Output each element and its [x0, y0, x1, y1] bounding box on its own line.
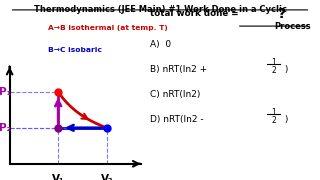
Text: Process: Process — [274, 22, 310, 31]
Text: D) nRT(ln2 -: D) nRT(ln2 - — [150, 115, 207, 124]
Text: C) nRT(ln2): C) nRT(ln2) — [150, 90, 201, 99]
Text: 1: 1 — [271, 108, 276, 117]
Text: Thermodynamics (JEE Main) #1 Work Done in a Cyclic: Thermodynamics (JEE Main) #1 Work Done i… — [34, 5, 286, 14]
Text: C→A isochoric: C→A isochoric — [48, 68, 107, 74]
Text: B) nRT(ln2 +: B) nRT(ln2 + — [150, 65, 211, 74]
Text: P₁: P₁ — [0, 87, 11, 97]
Text: B→C isobaric: B→C isobaric — [48, 47, 102, 53]
Text: A)  0: A) 0 — [150, 40, 172, 49]
Text: 2: 2 — [271, 116, 276, 125]
Text: total work done =: total work done = — [150, 9, 239, 18]
Text: V₂: V₂ — [100, 174, 113, 180]
Text: ): ) — [282, 115, 288, 124]
Text: P₂: P₂ — [0, 123, 11, 133]
Text: A→B isothermal (at temp. T): A→B isothermal (at temp. T) — [48, 25, 168, 31]
Text: 2: 2 — [271, 66, 276, 75]
Text: ): ) — [282, 65, 288, 74]
Text: 1: 1 — [271, 58, 276, 67]
Text: ?: ? — [278, 7, 286, 21]
Text: V₁: V₁ — [52, 174, 64, 180]
